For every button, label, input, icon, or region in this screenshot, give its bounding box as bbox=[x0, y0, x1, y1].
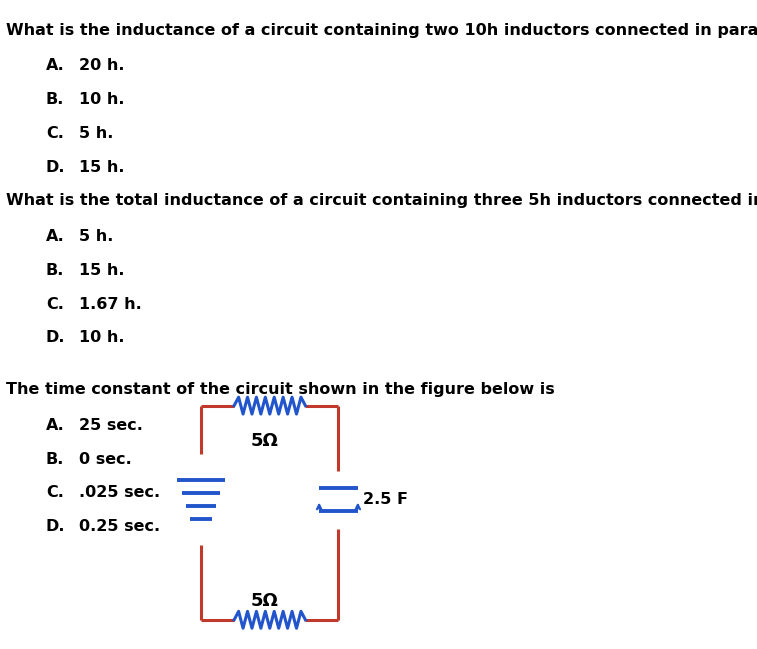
Text: 10 h.: 10 h. bbox=[79, 330, 124, 345]
Text: A.: A. bbox=[46, 418, 64, 433]
Text: 5Ω: 5Ω bbox=[251, 592, 279, 610]
Text: The time constant of the circuit shown in the figure below is: The time constant of the circuit shown i… bbox=[6, 382, 555, 397]
Text: 15 h.: 15 h. bbox=[79, 263, 124, 278]
Text: C.: C. bbox=[46, 126, 64, 141]
Text: D.: D. bbox=[46, 519, 65, 534]
Text: 2.5 F: 2.5 F bbox=[363, 492, 408, 508]
Text: D.: D. bbox=[46, 160, 65, 175]
Text: B.: B. bbox=[46, 92, 64, 107]
Text: What is the inductance of a circuit containing two 10h inductors connected in pa: What is the inductance of a circuit cont… bbox=[6, 23, 757, 38]
Text: What is the total inductance of a circuit containing three 5h inductors connecte: What is the total inductance of a circui… bbox=[6, 193, 757, 208]
Text: 1.67 h.: 1.67 h. bbox=[79, 297, 142, 312]
Text: C.: C. bbox=[46, 485, 64, 500]
Text: C.: C. bbox=[46, 297, 64, 312]
Text: A.: A. bbox=[46, 229, 64, 244]
Text: 5Ω: 5Ω bbox=[251, 432, 279, 450]
Text: 0 sec.: 0 sec. bbox=[79, 452, 132, 467]
Text: 5 h.: 5 h. bbox=[79, 126, 114, 141]
Text: 0.25 sec.: 0.25 sec. bbox=[79, 519, 160, 534]
Text: 20 h.: 20 h. bbox=[79, 58, 124, 73]
Text: B.: B. bbox=[46, 452, 64, 467]
Text: A.: A. bbox=[46, 58, 64, 73]
Text: 15 h.: 15 h. bbox=[79, 160, 124, 175]
Text: D.: D. bbox=[46, 330, 65, 345]
Text: 10 h.: 10 h. bbox=[79, 92, 124, 107]
Text: .025 sec.: .025 sec. bbox=[79, 485, 160, 500]
Text: B.: B. bbox=[46, 263, 64, 278]
Text: 5 h.: 5 h. bbox=[79, 229, 114, 244]
Text: 25 sec.: 25 sec. bbox=[79, 418, 143, 433]
